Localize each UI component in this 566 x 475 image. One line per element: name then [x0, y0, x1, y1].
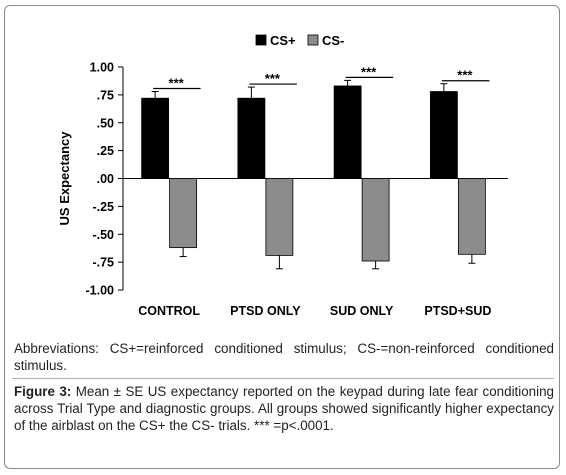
x-tick-label: PTSD ONLY — [230, 304, 301, 318]
x-tick-label: SUD ONLY — [330, 304, 394, 318]
bar-chart: 1.00 .75 .50 .25 .00 -.25 -.50 -.75 -1.00 US Expe… — [57, 33, 508, 318]
y-tick-label: -.50 — [92, 228, 114, 242]
bar-cs-minus — [361, 178, 390, 262]
bar-cs-minus — [457, 178, 486, 255]
abbreviations-text: Abbreviations: CS+=reinforced conditione… — [14, 341, 554, 373]
significance-label: *** — [265, 71, 281, 86]
y-tick-label: 1.00 — [90, 61, 114, 75]
y-tick-label: .25 — [97, 144, 114, 158]
significance-label: *** — [457, 68, 473, 83]
figure-label: Figure 3: — [14, 384, 72, 399]
bar-cs-plus — [141, 97, 170, 179]
bar-cs-minus — [169, 178, 198, 249]
caption-text: Mean ± SE US expectancy reported on the … — [14, 384, 555, 433]
x-tick-label: PTSD+SUD — [424, 304, 491, 318]
y-tick-label: .50 — [97, 116, 114, 130]
divider — [12, 378, 554, 379]
significance-label: *** — [361, 64, 377, 79]
significance-label: *** — [169, 76, 185, 91]
y-tick-label: .75 — [97, 88, 114, 102]
legend-label: CS+ — [270, 33, 296, 48]
y-axis-title: US Expectancy — [57, 131, 72, 226]
x-tick-label: CONTROL — [138, 304, 200, 318]
bar-cs-plus — [429, 91, 458, 179]
bar-cs-minus — [265, 178, 294, 256]
figure-caption: Figure 3: Mean ± SE US expectancy report… — [14, 383, 554, 434]
figure-frame — [4, 5, 560, 469]
legend-label: CS- — [322, 33, 344, 48]
bar-cs-plus — [237, 97, 266, 179]
y-tick-label: -.25 — [92, 200, 114, 214]
legend-swatch — [307, 34, 319, 46]
y-tick-label: .00 — [97, 172, 114, 186]
y-tick-label: -1.00 — [86, 284, 115, 298]
bar-cs-plus — [333, 85, 362, 179]
legend-swatch — [255, 34, 267, 46]
y-tick-label: -.75 — [92, 256, 114, 270]
